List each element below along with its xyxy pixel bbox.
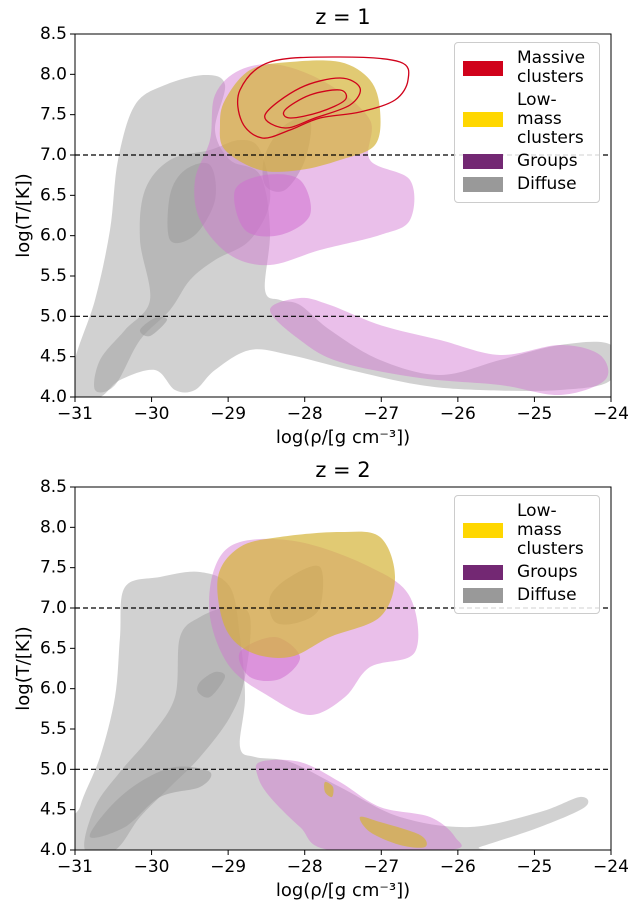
y-tick-label: 8.5 [40,24,67,44]
y-tick-label: 8.5 [40,477,67,497]
y-axis-label: log(T/[K]) [13,173,34,257]
x-tick-label: −29 [210,404,246,424]
density-region [139,317,168,337]
y-tick-label: 7.5 [40,105,67,125]
y-tick-label: 4.0 [40,387,67,407]
legend-label: Low-mass clusters [517,501,584,559]
x-tick-label: −25 [516,857,552,877]
legend-entry: Massive clusters [463,49,591,87]
x-tick-label: −28 [287,404,323,424]
panel: −31 −30 −29 −28 −27 −26 −25 −24 4.0 4.5 5.0 5.5 6.0 6… [0,0,644,452]
legend-entry: Groups [463,152,591,171]
legend-swatch [463,112,503,127]
y-tick-label: 6.5 [40,185,67,205]
density-region [234,174,311,237]
x-tick-label: −27 [363,857,399,877]
legend: Massive clusters Low-mass clusters Groups D… [454,42,600,203]
x-tick-label: −30 [134,404,170,424]
region-group [75,531,589,850]
x-tick-label: −26 [440,857,476,877]
legend-entry: Low-mass clusters [463,502,591,559]
density-region [270,297,609,396]
density-region [282,89,348,119]
y-tick-label: 5.5 [40,719,67,739]
legend-label: Low-mass clusters [517,90,584,148]
density-region [94,140,271,393]
x-tick-label: −24 [593,404,629,424]
y-tick-label: 8.0 [40,517,67,537]
legend-swatch [463,154,503,169]
density-region [236,56,410,139]
x-tick-label: −26 [440,404,476,424]
density-region [84,606,251,850]
legend-swatch [463,523,503,538]
x-axis-label: log(ρ/[g cm⁻³]) [276,427,410,448]
y-tick-label: 8.0 [40,64,67,84]
density-region [219,60,381,172]
legend-entry: Low-mass clusters [463,91,591,148]
density-region [264,77,362,129]
x-tick-label: −31 [57,857,93,877]
x-tick-label: −24 [593,857,629,877]
legend-entry: Diffuse [463,586,591,605]
x-tick-label: −28 [287,857,323,877]
density-region [75,75,611,397]
region-group [75,56,611,397]
density-region [197,671,226,698]
legend-label: Groups [517,562,578,582]
y-tick-label: 7.0 [40,145,67,165]
chart-title: z = 1 [315,5,370,29]
legend-entry: Diffuse [463,175,591,194]
y-tick-label: 5.5 [40,266,67,286]
density-region [359,816,427,848]
y-tick-label: 4.0 [40,840,67,860]
axes-frame [74,486,612,851]
legend-swatch [463,588,503,603]
legend-label: Diffuse [517,174,577,194]
y-tick-label: 7.0 [40,598,67,618]
axes-frame [74,33,612,398]
chart: −31 −30 −29 −28 −27 −26 −25 −24 4.0 4.5 5.0 5.5 6.0 6… [13,5,629,448]
legend-label: Massive clusters [517,48,586,87]
x-axis-label: log(ρ/[g cm⁻³]) [276,880,410,901]
y-tick-label: 6.0 [40,226,67,246]
density-region [255,759,462,850]
legend-swatch [463,60,503,76]
y-tick-label: 4.5 [40,800,67,820]
y-tick-label: 6.0 [40,679,67,699]
legend: Low-mass clusters Groups Diffuse [454,495,600,614]
y-tick-label: 7.5 [40,558,67,578]
legend-swatch [463,177,503,192]
density-region [167,162,216,244]
x-tick-label: −27 [363,404,399,424]
density-region [217,531,395,658]
x-tick-label: −29 [210,857,246,877]
density-region [89,766,212,838]
y-tick-label: 5.0 [40,306,67,326]
y-tick-label: 6.5 [40,638,67,658]
legend-label: Diffuse [517,585,577,605]
density-region [324,781,334,798]
x-tick-label: −31 [57,404,93,424]
y-tick-label: 5.0 [40,759,67,779]
regions [75,531,589,850]
panel: −31 −30 −29 −28 −27 −26 −25 −24 4.0 4.5 5.0 5.5 6.0 6… [0,453,644,905]
legend-label: Groups [517,151,578,171]
x-tick-label: −25 [516,404,552,424]
y-tick-label: 4.5 [40,347,67,367]
legend-swatch [463,565,503,580]
chart-title: z = 2 [315,458,370,482]
x-tick-label: −30 [134,857,170,877]
legend-entry: Groups [463,563,591,582]
regions [75,56,611,397]
y-axis-label: log(T/[K]) [13,626,34,710]
chart: −31 −30 −29 −28 −27 −26 −25 −24 4.0 4.5 5.0 5.5 6.0 6… [13,458,629,901]
